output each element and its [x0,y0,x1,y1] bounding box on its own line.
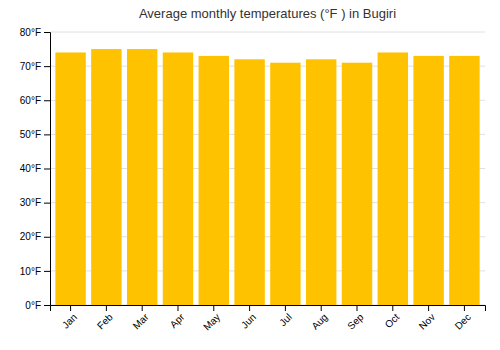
x-tick: Oct [383,305,402,330]
bar [306,59,336,305]
x-tick-mark [464,305,465,311]
y-axis-line [44,33,51,306]
y-tick: 40°F [20,163,50,174]
y-tick-label: 30°F [20,197,41,208]
y-tick-mark [44,134,50,135]
bar [449,56,479,305]
x-tick-mark [213,305,214,311]
y-tick-mark [44,100,50,101]
x-tick-mark [177,305,178,311]
x-tick-mark [285,305,286,311]
bar [91,49,121,305]
x-tick-mark [428,305,429,311]
y-tick-label: 40°F [20,163,41,174]
bar [378,52,408,305]
chart-title: Average monthly temperatures (°F ) in Bu… [139,6,396,21]
y-tick: 0°F [25,300,50,311]
y-tick-mark [44,32,50,33]
y-tick-mark [44,169,50,170]
x-tick-mark [392,305,393,311]
y-tick-label: 10°F [20,266,41,277]
grid [50,32,485,305]
y-tick-label: 0°F [25,300,41,311]
x-tick: Jan [60,305,79,331]
bar [163,52,193,305]
bar [342,63,372,305]
x-tick-label: Oct [383,311,402,330]
y-tick: 20°F [20,231,50,242]
bar [127,49,157,305]
bar [413,56,443,305]
y-tick-label: 70°F [20,61,41,72]
x-tick: Apr [168,305,187,330]
x-tick-label: Jan [60,311,79,330]
x-tick-label: Dec [453,311,473,331]
y-tick: 70°F [20,61,50,72]
y-tick-label: 50°F [20,129,41,140]
x-tick: Nov [417,305,437,332]
x-tick-label: Aug [309,311,329,331]
x-tick-mark [142,305,143,311]
y-tick-mark [44,203,50,204]
x-tick: May [201,305,222,333]
x-tick-label: Mar [131,311,151,331]
grid-line [50,32,485,33]
x-tick: Jun [239,305,258,331]
x-tick-mark [70,305,71,311]
y-tick-label: 80°F [20,27,41,38]
x-tick-label: Feb [95,311,115,331]
x-tick-mark [357,305,358,311]
x-tick: Feb [95,305,115,331]
x-tick: Aug [309,305,329,332]
x-axis-line [51,306,486,312]
x-tick-label: May [201,311,222,332]
x-tick-label: Sep [345,311,366,332]
x-tick-label: Jul [277,311,294,328]
y-tick: 30°F [20,197,50,208]
y-tick-mark [44,66,50,67]
y-axis: 0°F 10°F 20°F 30°F 40°F 50°F 60°F 70°F 80°F [20,27,51,311]
x-tick-label: Nov [417,311,437,331]
y-tick-mark [44,237,50,238]
bars [55,49,479,305]
y-tick-label: 20°F [20,231,41,242]
bar [270,63,300,305]
y-tick: 10°F [20,266,50,277]
x-tick: Dec [453,305,473,332]
y-tick: 50°F [20,129,50,140]
x-tick-mark [249,305,250,311]
x-axis: Jan Feb Mar Apr May Jun Jul Aug Sep Oct Nov Dec [51,305,486,333]
chart-svg: Jan Feb Mar Apr May Jun Jul Aug Sep Oct Nov Dec 0°F 1… [0,0,500,350]
chart-container: Jan Feb Mar Apr May Jun Jul Aug Sep Oct Nov Dec 0°F 1… [0,0,500,350]
bar [199,56,229,305]
x-tick-label: Apr [168,311,187,330]
x-tick: Sep [345,305,366,332]
y-tick-label: 60°F [20,95,41,106]
x-tick-mark [106,305,107,311]
bar [234,59,264,305]
x-tick: Jul [277,305,294,328]
y-tick: 80°F [20,27,50,38]
x-tick-mark [321,305,322,311]
x-tick-label: Jun [239,311,258,330]
y-tick-mark [44,305,50,306]
y-tick: 60°F [20,95,50,106]
x-tick: Mar [131,305,151,331]
y-tick-mark [44,271,50,272]
bar [55,52,85,305]
